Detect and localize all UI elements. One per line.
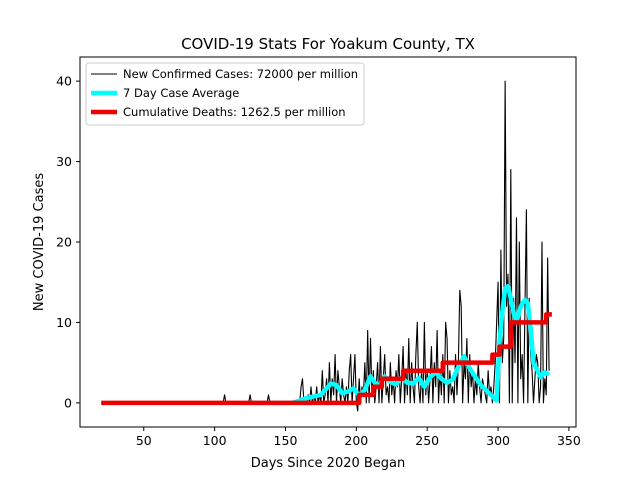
x-tick-label: 350 (557, 433, 581, 448)
y-axis: 0 10 20 30 40 (56, 74, 80, 410)
x-tick-label: 300 (486, 433, 510, 448)
legend: New Confirmed Cases: 72000 per million 7 … (85, 62, 365, 126)
x-tick-label: 150 (274, 433, 298, 448)
y-tick-label: 20 (56, 235, 72, 250)
x-axis-label: Days Since 2020 Began (251, 456, 406, 471)
x-tick-label: 250 (415, 433, 439, 448)
legend-entry-label: New Confirmed Cases: 72000 per million (123, 67, 358, 81)
legend-entry-label: 7 Day Case Average (123, 86, 239, 100)
y-axis-label: New COVID-19 Cases (32, 173, 47, 311)
x-tick-label: 50 (136, 433, 152, 448)
y-tick-label: 10 (56, 315, 72, 330)
x-tick-label: 100 (203, 433, 227, 448)
x-axis: 50 100 150 200 250 300 350 (136, 427, 581, 448)
y-tick-label: 0 (64, 395, 72, 410)
series-line-7-day-case-average (250, 283, 551, 406)
series-line-cumulative-deaths (101, 312, 552, 406)
chart-title: COVID-19 Stats For Yoakum County, TX (181, 35, 475, 53)
series-line-new-confirmed-cases (101, 80, 550, 412)
x-tick-label: 200 (344, 433, 368, 448)
legend-entry-label: Cumulative Deaths: 1262.5 per million (123, 105, 346, 119)
legend-box (85, 62, 365, 126)
y-tick-label: 30 (56, 154, 72, 169)
y-tick-label: 40 (56, 74, 72, 89)
series-layer (101, 80, 552, 412)
